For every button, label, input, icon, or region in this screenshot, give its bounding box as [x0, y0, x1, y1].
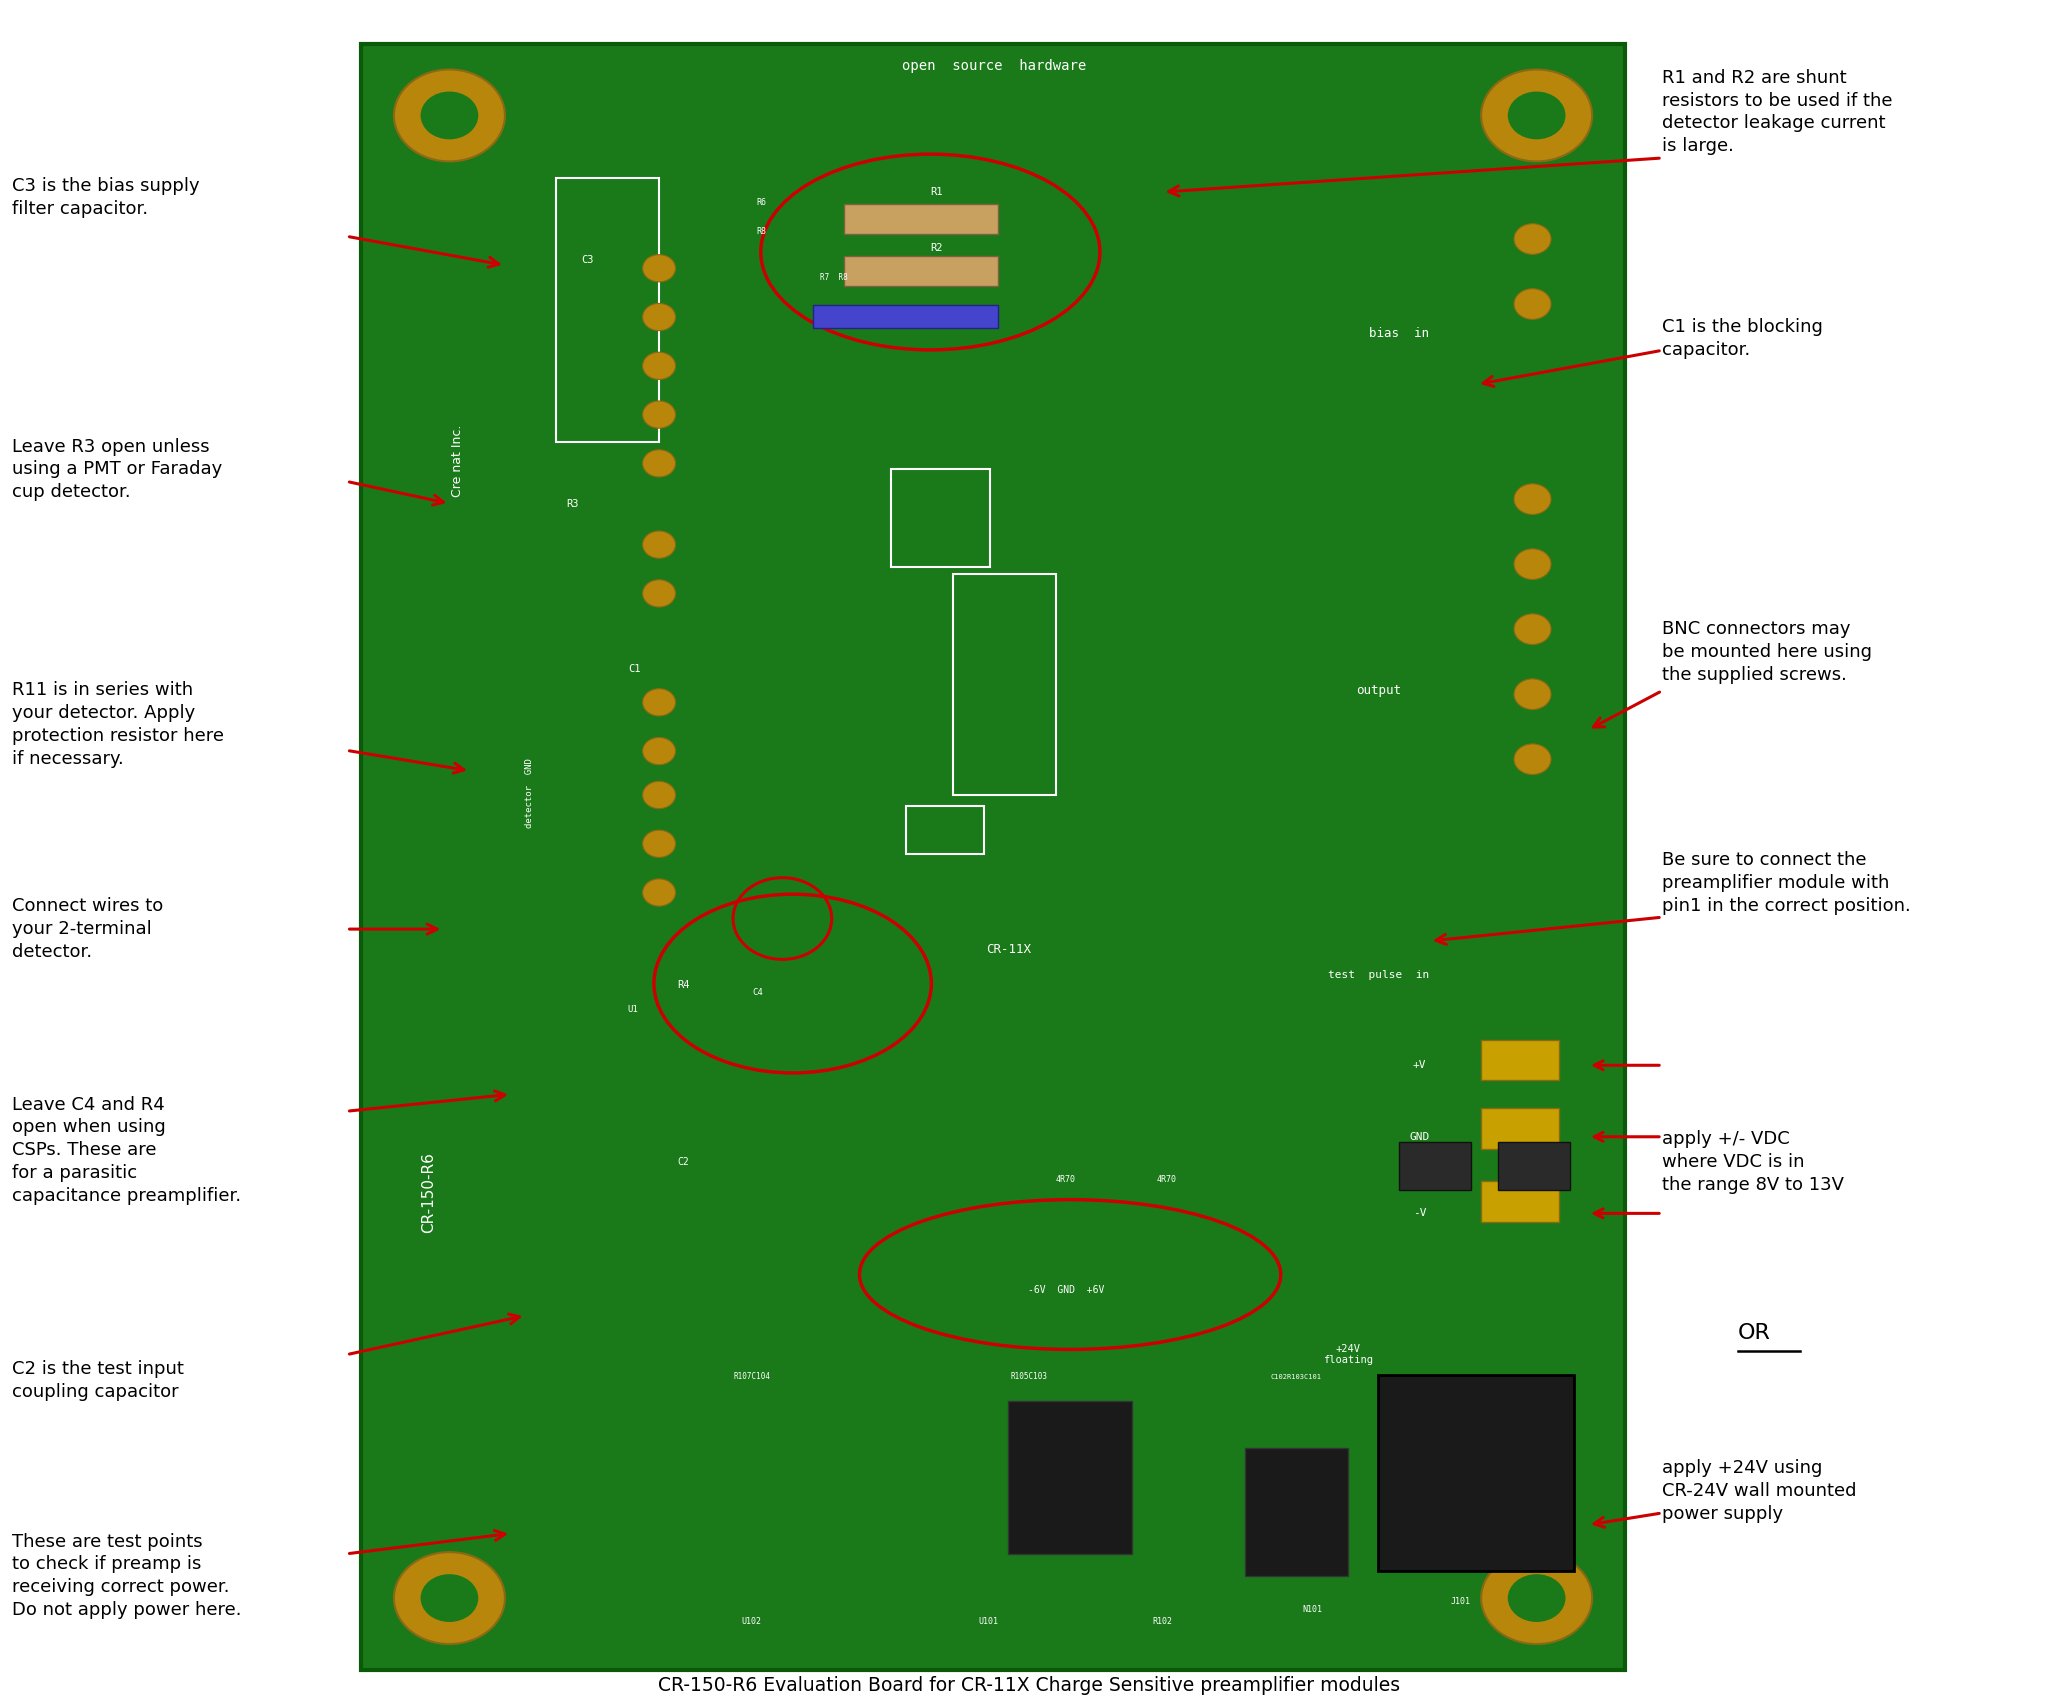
Circle shape [1482, 70, 1593, 162]
Circle shape [393, 70, 504, 162]
Circle shape [1515, 614, 1552, 644]
Circle shape [642, 738, 675, 766]
Text: N101: N101 [1303, 1606, 1323, 1615]
Text: Be sure to connect the
preamplifier module with
pin1 in the correct position.: Be sure to connect the preamplifier modu… [1663, 851, 1910, 916]
Text: U1: U1 [628, 1004, 638, 1013]
Circle shape [1515, 679, 1552, 709]
Text: detector  GND: detector GND [525, 759, 535, 829]
Text: C102R103C101: C102R103C101 [1270, 1374, 1321, 1379]
Text: output: output [1356, 684, 1401, 697]
Text: 4R70: 4R70 [1157, 1175, 1177, 1183]
Circle shape [420, 92, 477, 140]
Text: C4: C4 [753, 987, 764, 997]
Circle shape [642, 303, 675, 331]
Text: C2: C2 [677, 1158, 689, 1168]
Bar [1379, 1374, 1574, 1570]
Circle shape [642, 254, 675, 281]
Bar [844, 203, 998, 234]
Circle shape [1482, 1552, 1593, 1644]
Bar [1482, 1108, 1560, 1149]
Text: Leave R3 open unless
using a PMT or Faraday
cup detector.: Leave R3 open unless using a PMT or Fara… [12, 438, 222, 501]
Text: C1: C1 [628, 663, 640, 673]
Text: 4R70: 4R70 [1056, 1175, 1076, 1183]
Text: U101: U101 [978, 1618, 998, 1627]
Text: J101: J101 [1451, 1598, 1471, 1606]
Text: +V: +V [1412, 1061, 1426, 1071]
Bar [360, 44, 1626, 1669]
Text: R105C103: R105C103 [1010, 1373, 1048, 1381]
Circle shape [642, 401, 675, 428]
Circle shape [642, 580, 675, 607]
Text: C2 is the test input
coupling capacitor: C2 is the test input coupling capacitor [12, 1361, 183, 1400]
Circle shape [642, 781, 675, 808]
Text: C3: C3 [580, 256, 593, 264]
Text: R3: R3 [566, 498, 578, 508]
Bar [1008, 1400, 1132, 1553]
Text: OR: OR [1739, 1323, 1772, 1342]
Text: R107C104: R107C104 [733, 1373, 770, 1381]
Bar [906, 806, 984, 854]
Text: -V: -V [1412, 1209, 1426, 1219]
Bar [953, 573, 1056, 795]
Text: R11 is in series with
your detector. Apply
protection resistor here
if necessary: R11 is in series with your detector. App… [12, 682, 224, 769]
Text: CR-150-R6: CR-150-R6 [422, 1153, 436, 1233]
Circle shape [642, 353, 675, 380]
Text: R102: R102 [1152, 1618, 1173, 1627]
Text: apply +/- VDC
where VDC is in
the range 8V to 13V: apply +/- VDC where VDC is in the range … [1663, 1130, 1844, 1193]
Circle shape [642, 830, 675, 858]
Bar [1482, 1182, 1560, 1222]
Bar [1498, 1142, 1570, 1190]
Circle shape [642, 878, 675, 905]
Circle shape [1509, 1574, 1566, 1621]
Text: These are test points
to check if preamp is
receiving correct power.
Do not appl: These are test points to check if preamp… [12, 1533, 241, 1620]
Text: Cre nat Inc.: Cre nat Inc. [451, 425, 465, 498]
Text: U102: U102 [741, 1618, 761, 1627]
Bar [844, 256, 998, 286]
Bar [556, 179, 659, 442]
Text: R6: R6 [757, 198, 768, 206]
Circle shape [1515, 484, 1552, 515]
Circle shape [1509, 92, 1566, 140]
Circle shape [642, 530, 675, 558]
Text: R8: R8 [757, 227, 768, 235]
Circle shape [393, 1552, 504, 1644]
Circle shape [1515, 743, 1552, 774]
Bar [1245, 1448, 1348, 1575]
Bar [891, 469, 990, 568]
Text: apply +24V using
CR-24V wall mounted
power supply: apply +24V using CR-24V wall mounted pow… [1663, 1459, 1856, 1523]
Circle shape [642, 450, 675, 477]
Text: R7  R8: R7 R8 [819, 273, 848, 281]
Text: C1 is the blocking
capacitor.: C1 is the blocking capacitor. [1663, 317, 1823, 358]
Text: R1: R1 [930, 188, 943, 198]
Text: GND: GND [1410, 1132, 1430, 1142]
Text: R2: R2 [930, 244, 943, 254]
Bar [1399, 1142, 1471, 1190]
Text: R1 and R2 are shunt
resistors to be used if the
detector leakage current
is larg: R1 and R2 are shunt resistors to be used… [1663, 68, 1893, 155]
Text: CR-11X: CR-11X [986, 943, 1031, 957]
Text: open  source  hardware: open source hardware [901, 60, 1087, 73]
Circle shape [1515, 549, 1552, 580]
Text: -6V  GND  +6V: -6V GND +6V [1027, 1286, 1105, 1296]
Text: Connect wires to
your 2-terminal
detector.: Connect wires to your 2-terminal detecto… [12, 897, 163, 962]
Text: C3 is the bias supply
filter capacitor.: C3 is the bias supply filter capacitor. [12, 177, 200, 218]
Bar [1482, 1040, 1560, 1081]
Text: +24V
floating: +24V floating [1323, 1344, 1373, 1366]
Circle shape [1515, 288, 1552, 319]
Bar [813, 305, 998, 329]
Text: R4: R4 [677, 980, 689, 991]
Circle shape [1515, 223, 1552, 254]
Text: Leave C4 and R4
open when using
CSPs. These are
for a parasitic
capacitance prea: Leave C4 and R4 open when using CSPs. Th… [12, 1096, 241, 1205]
Circle shape [642, 689, 675, 716]
Text: CR-150-R6 Evaluation Board for CR-11X Charge Sensitive preamplifier modules: CR-150-R6 Evaluation Board for CR-11X Ch… [659, 1676, 1399, 1695]
Text: test  pulse  in: test pulse in [1327, 970, 1428, 980]
Circle shape [420, 1574, 477, 1621]
Text: BNC connectors may
be mounted here using
the supplied screws.: BNC connectors may be mounted here using… [1663, 619, 1873, 684]
Text: bias  in: bias in [1369, 327, 1428, 339]
